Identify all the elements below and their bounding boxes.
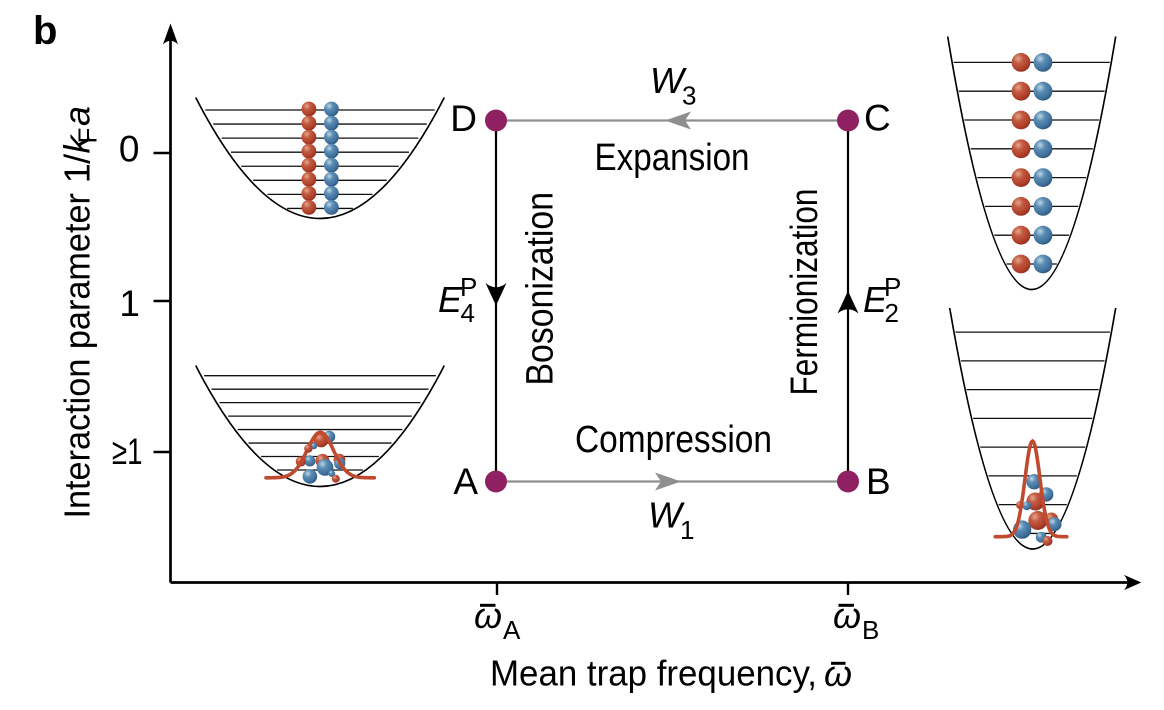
svg-text:≥1: ≥1 — [112, 431, 143, 472]
svg-text:Bosonization: Bosonization — [520, 192, 562, 386]
svg-text:Interaction parameter: Interaction parameter — [57, 193, 98, 518]
svg-text:ω: ω — [824, 653, 852, 694]
svg-text:F: F — [73, 128, 103, 144]
svg-text:Fermionization: Fermionization — [784, 189, 826, 396]
svg-text:/: / — [57, 154, 98, 164]
svg-text:Compression: Compression — [575, 419, 772, 461]
svg-text:E: E — [863, 279, 888, 320]
svg-text:1: 1 — [119, 283, 140, 324]
svg-text:B: B — [866, 461, 891, 502]
svg-text:P: P — [884, 272, 901, 302]
svg-text:A: A — [453, 461, 478, 502]
svg-text:D: D — [450, 98, 477, 139]
svg-text:0: 0 — [119, 129, 140, 170]
svg-text:4: 4 — [461, 298, 475, 328]
svg-text:Mean trap frequency,: Mean trap frequency, — [490, 653, 817, 694]
svg-text:E: E — [438, 279, 463, 320]
svg-text:Expansion: Expansion — [595, 137, 750, 179]
svg-text:C: C — [864, 98, 891, 139]
svg-text:1: 1 — [57, 163, 98, 183]
svg-text:k: k — [57, 134, 98, 154]
svg-text:P: P — [460, 272, 477, 302]
svg-text:b: b — [33, 9, 57, 53]
svg-text:2: 2 — [885, 298, 899, 328]
svg-text:a: a — [57, 106, 98, 126]
